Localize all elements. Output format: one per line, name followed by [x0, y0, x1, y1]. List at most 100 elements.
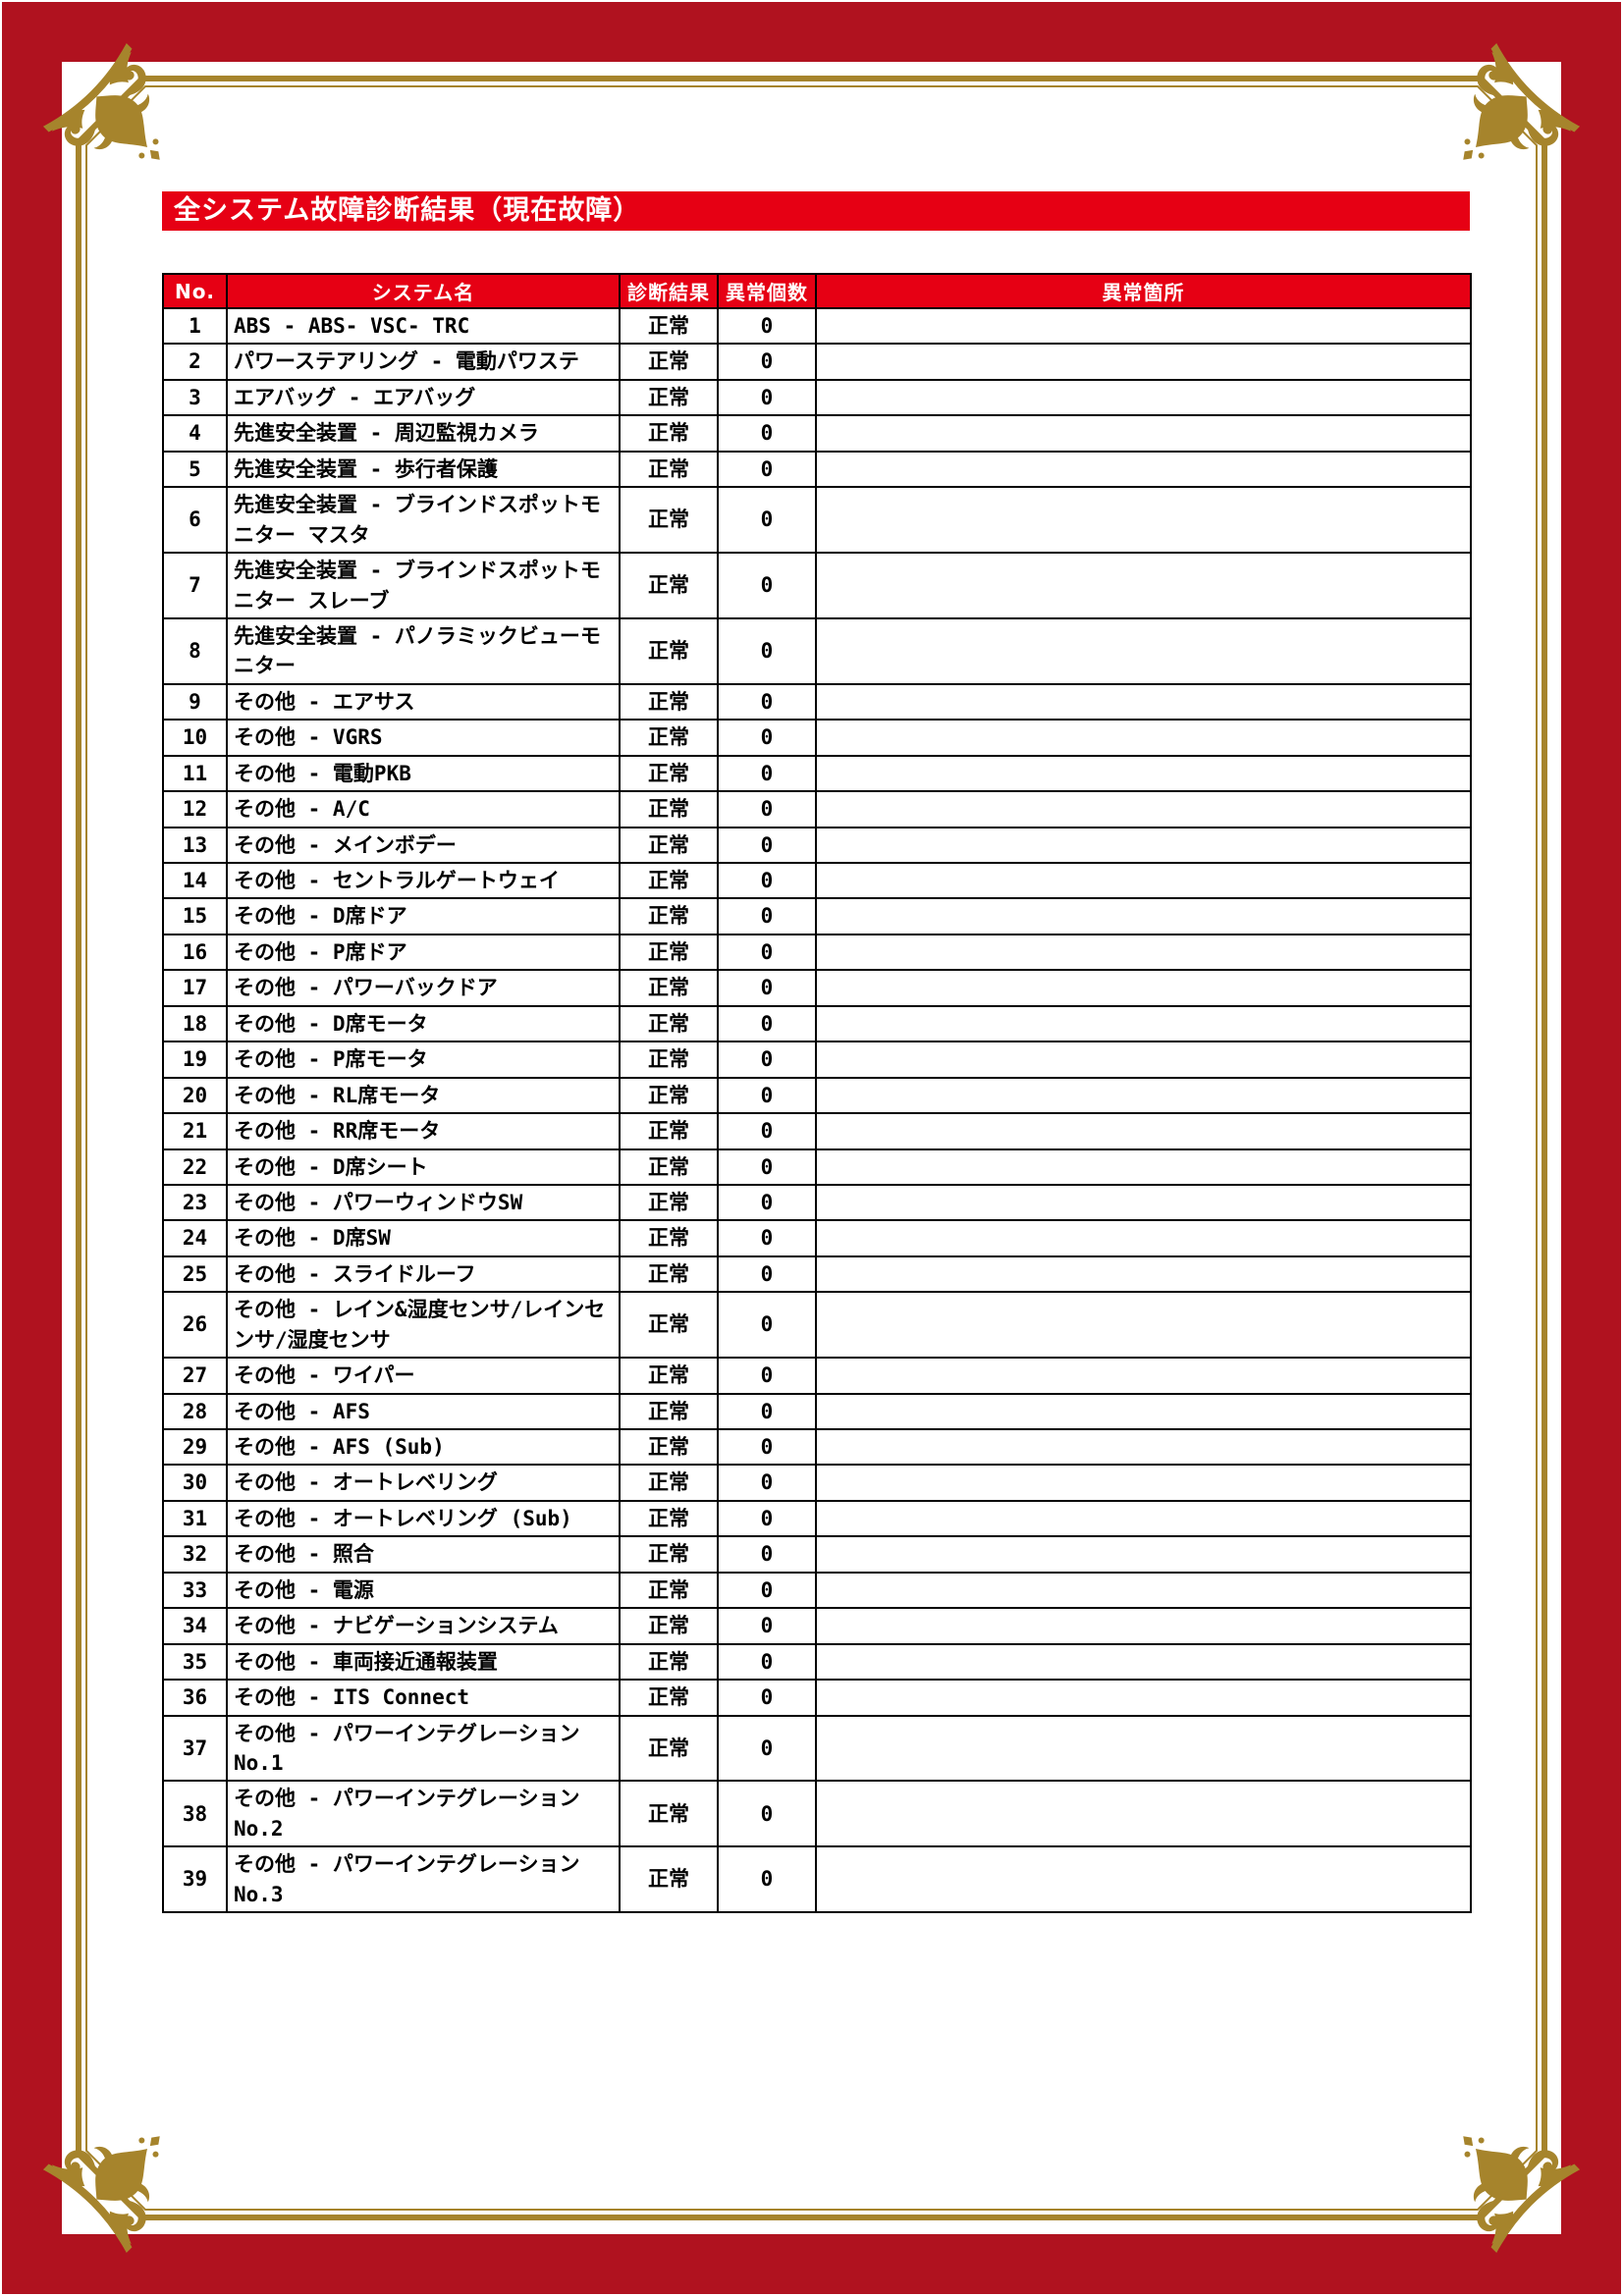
- cell-diagnosis-result: 正常: [619, 1255, 719, 1294]
- cell-diagnosis-result: 正常: [619, 1571, 719, 1610]
- table-row: 7 先進安全装置 - ブラインドスポットモニター スレーブ 正常 0: [162, 552, 1472, 619]
- cell-abnormal-count: 0: [717, 450, 817, 489]
- cell-abnormal-location: [815, 1004, 1472, 1043]
- cell-no: 8: [162, 616, 228, 685]
- cell-system-name: その他 - ナビゲーションシステム: [226, 1607, 621, 1645]
- cell-no: 39: [162, 1845, 228, 1914]
- corner-ornament-bottom-right: [1421, 2094, 1581, 2254]
- cell-no: 11: [162, 754, 228, 793]
- cell-system-name: その他 - D席モータ: [226, 1004, 621, 1043]
- cell-system-name: その他 - ワイパー: [226, 1357, 621, 1395]
- table-row: 21 その他 - RR席モータ 正常 0: [162, 1112, 1472, 1150]
- cell-abnormal-location: [815, 1291, 1472, 1360]
- cell-diagnosis-result: 正常: [619, 1679, 719, 1717]
- cell-system-name: 先進安全装置 - 周辺監視カメラ: [226, 414, 621, 453]
- cell-system-name: その他 - AFS (Sub): [226, 1427, 621, 1467]
- cell-abnormal-location: [815, 1148, 1472, 1186]
- cell-abnormal-location: [815, 1679, 1472, 1717]
- cell-no: 33: [162, 1571, 228, 1610]
- cell-no: 27: [162, 1357, 228, 1395]
- cell-no: 25: [162, 1255, 228, 1294]
- cell-abnormal-location: [815, 1464, 1472, 1502]
- table-row: 22 その他 - D席シート 正常 0: [162, 1148, 1472, 1186]
- cell-no: 31: [162, 1499, 228, 1538]
- cell-no: 24: [162, 1219, 228, 1257]
- cell-no: 5: [162, 450, 228, 489]
- cell-diagnosis-result: 正常: [619, 1041, 719, 1079]
- corner-ornament-bottom-left: [42, 2094, 202, 2254]
- cell-system-name: その他 - スライドルーフ: [226, 1255, 621, 1294]
- cell-system-name: その他 - AFS: [226, 1392, 621, 1431]
- cell-abnormal-count: 0: [717, 1255, 817, 1294]
- cell-no: 14: [162, 861, 228, 900]
- cell-abnormal-location: [815, 1255, 1472, 1294]
- cell-no: 34: [162, 1607, 228, 1645]
- cell-system-name: その他 - メインボデー: [226, 826, 621, 865]
- cell-no: 29: [162, 1427, 228, 1467]
- cell-diagnosis-result: 正常: [619, 969, 719, 1007]
- table-row: 5 先進安全装置 - 歩行者保護 正常 0: [162, 450, 1472, 489]
- cell-system-name: 先進安全装置 - ブラインドスポットモニター スレーブ: [226, 552, 621, 619]
- table-row: 10 その他 - VGRS 正常 0: [162, 719, 1472, 757]
- cell-diagnosis-result: 正常: [619, 1464, 719, 1502]
- cell-abnormal-location: [815, 1392, 1472, 1431]
- cell-no: 23: [162, 1183, 228, 1222]
- table-row: 4 先進安全装置 - 周辺監視カメラ 正常 0: [162, 414, 1472, 453]
- cell-abnormal-count: 0: [717, 306, 817, 346]
- cell-abnormal-location: [815, 719, 1472, 757]
- table-row: 19 その他 - P席モータ 正常 0: [162, 1041, 1472, 1079]
- cell-system-name: 先進安全装置 - 歩行者保護: [226, 450, 621, 489]
- table-row: 17 その他 - パワーバックドア 正常 0: [162, 969, 1472, 1007]
- cell-abnormal-count: 0: [717, 1076, 817, 1115]
- cell-system-name: その他 - 電源: [226, 1571, 621, 1610]
- table-row: 18 その他 - D席モータ 正常 0: [162, 1004, 1472, 1043]
- cell-diagnosis-result: 正常: [619, 1845, 719, 1914]
- table-row: 3 エアバッグ - エアバッグ 正常 0: [162, 378, 1472, 417]
- cell-no: 22: [162, 1148, 228, 1186]
- cell-diagnosis-result: 正常: [619, 1535, 719, 1574]
- cell-abnormal-location: [815, 1714, 1472, 1783]
- cell-abnormal-count: 0: [717, 719, 817, 757]
- cell-abnormal-location: [815, 754, 1472, 793]
- cell-abnormal-count: 0: [717, 1112, 817, 1150]
- cell-system-name: その他 - RR席モータ: [226, 1112, 621, 1150]
- cell-abnormal-location: [815, 897, 1472, 935]
- table-row: 11 その他 - 電動PKB 正常 0: [162, 754, 1472, 793]
- cell-no: 19: [162, 1041, 228, 1079]
- header-abnormal-location: 異常箇所: [815, 273, 1472, 309]
- cell-no: 26: [162, 1291, 228, 1360]
- table-row: 33 その他 - 電源 正常 0: [162, 1571, 1472, 1610]
- cell-no: 32: [162, 1535, 228, 1574]
- cell-system-name: その他 - パワーインテグレーション No.1: [226, 1714, 621, 1783]
- cell-abnormal-location: [815, 450, 1472, 489]
- cell-abnormal-location: [815, 826, 1472, 865]
- cell-abnormal-location: [815, 1076, 1472, 1115]
- cell-system-name: その他 - パワーインテグレーション No.2: [226, 1780, 621, 1848]
- cell-diagnosis-result: 正常: [619, 378, 719, 417]
- cell-system-name: その他 - A/C: [226, 790, 621, 828]
- cell-abnormal-location: [815, 552, 1472, 619]
- cell-abnormal-count: 0: [717, 1780, 817, 1848]
- cell-abnormal-count: 0: [717, 682, 817, 721]
- table-row: 9 その他 - エアサス 正常 0: [162, 682, 1472, 721]
- cell-diagnosis-result: 正常: [619, 1357, 719, 1395]
- cell-diagnosis-result: 正常: [619, 486, 719, 555]
- table-row: 8 先進安全装置 - パノラミックビューモニター 正常 0: [162, 616, 1472, 685]
- table-row: 34 その他 - ナビゲーションシステム 正常 0: [162, 1607, 1472, 1645]
- cell-abnormal-count: 0: [717, 1357, 817, 1395]
- cell-diagnosis-result: 正常: [619, 1427, 719, 1467]
- table-row: 24 その他 - D席SW 正常 0: [162, 1219, 1472, 1257]
- cell-abnormal-count: 0: [717, 552, 817, 619]
- cell-abnormal-count: 0: [717, 861, 817, 900]
- cell-abnormal-location: [815, 1607, 1472, 1645]
- cell-system-name: 先進安全装置 - ブラインドスポットモニター マスタ: [226, 486, 621, 555]
- table-row: 31 その他 - オートレベリング (Sub) 正常 0: [162, 1499, 1472, 1538]
- cell-no: 18: [162, 1004, 228, 1043]
- cell-abnormal-count: 0: [717, 1535, 817, 1574]
- cell-system-name: その他 - パワーバックドア: [226, 969, 621, 1007]
- cell-diagnosis-result: 正常: [619, 1112, 719, 1150]
- cell-diagnosis-result: 正常: [619, 1392, 719, 1431]
- cell-no: 38: [162, 1780, 228, 1848]
- report-content: 全システム故障診断結果（現在故障） No. システム名 診断結果 異常個数 異常…: [162, 191, 1472, 1914]
- cell-diagnosis-result: 正常: [619, 790, 719, 828]
